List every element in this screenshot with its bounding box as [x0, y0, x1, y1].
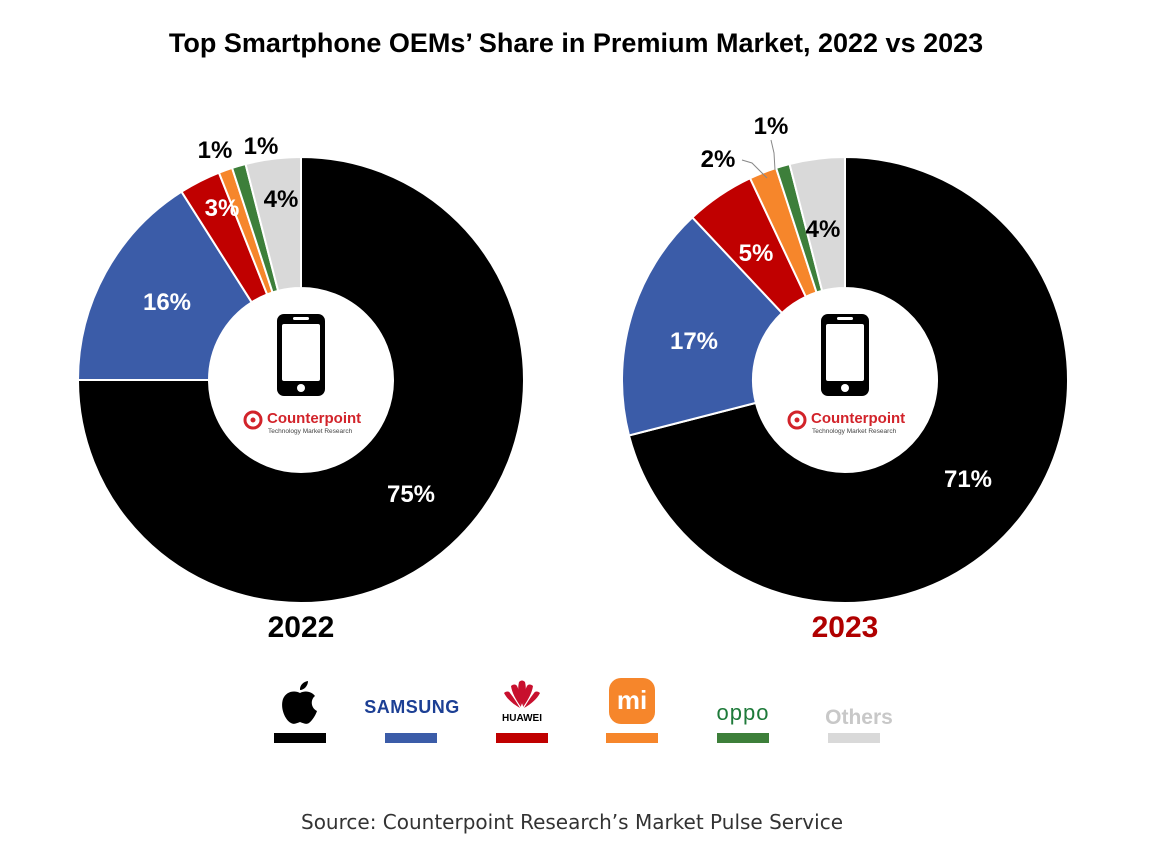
legend-swatch-others	[828, 733, 880, 743]
counterpoint-name: Counterpoint	[267, 410, 361, 427]
counterpoint-tagline: Technology Market Research	[268, 428, 353, 435]
counterpoint-tagline: Technology Market Research	[812, 428, 897, 435]
data-label-2023-huawei: 5%	[739, 240, 774, 267]
xiaomi-logo-icon: mi	[609, 678, 655, 724]
counterpoint-name: Counterpoint	[811, 410, 905, 427]
source-note: Source: Counterpoint Research’s Market P…	[301, 810, 843, 834]
data-label-2023-apple: 71%	[944, 466, 992, 493]
legend-swatch-samsung	[385, 733, 437, 743]
data-label-2022-apple: 75%	[387, 481, 435, 508]
legend-swatch-apple	[274, 733, 326, 743]
leader-line-2023-oppo	[770, 139, 776, 171]
data-label-2022-samsung: 16%	[143, 289, 191, 316]
leader-line-2023-xiaomi	[741, 159, 768, 179]
data-label-2022-oppo: 1%	[244, 133, 279, 160]
smartphone-icon	[821, 314, 869, 396]
apple-logo-icon	[282, 681, 317, 724]
data-label-2023-others: 4%	[806, 216, 841, 243]
data-label-2023-samsung: 17%	[670, 328, 718, 355]
xiaomi-logo-text: mi	[616, 685, 648, 715]
counterpoint-logo-icon	[243, 410, 263, 430]
huawei-wordmark: HUAWEI	[502, 713, 542, 724]
data-label-2022-xiaomi: 1%	[198, 137, 233, 164]
data-label-2023-xiaomi: 2%	[701, 146, 736, 173]
oppo-logo: oppo	[716, 700, 770, 725]
others-label: Others	[825, 706, 893, 729]
legend-swatch-oppo	[717, 733, 769, 743]
huawei-logo-icon	[504, 680, 540, 708]
data-label-2022-others: 4%	[264, 186, 299, 213]
counterpoint-logo-icon	[787, 410, 807, 430]
legend-swatch-huawei	[496, 733, 548, 743]
data-label-2023-oppo: 1%	[754, 113, 789, 140]
chart-title: Top Smartphone OEMs’ Share in Premium Ma…	[168, 28, 984, 58]
year-label-2022: 2022	[268, 611, 335, 644]
legend-swatch-xiaomi	[606, 733, 658, 743]
data-label-2022-huawei: 3%	[205, 195, 240, 222]
samsung-logo: SAMSUNG	[364, 697, 460, 717]
year-label-2023: 2023	[812, 611, 879, 644]
smartphone-icon	[277, 314, 325, 396]
